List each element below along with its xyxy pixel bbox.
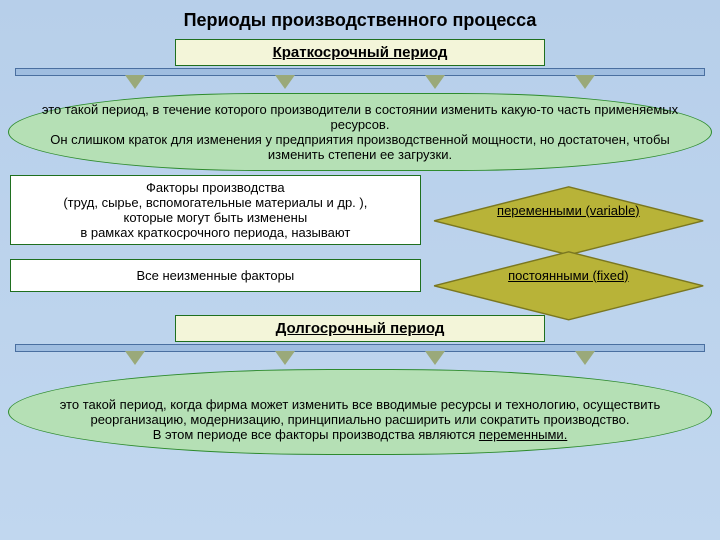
arrow-down-icon — [425, 75, 445, 89]
diagram-content: Периоды производственного процесса Кратк… — [0, 0, 720, 540]
factors-fixed-box: Все неизменные факторы — [10, 259, 421, 292]
arrow-down-icon — [275, 351, 295, 365]
diamond-fixed: постоянными (fixed) — [427, 249, 710, 301]
long-term-description: это такой период, когда фирма может изме… — [8, 369, 712, 455]
diamond-variable: переменными (variable) — [427, 184, 710, 236]
arrow-down-icon — [575, 351, 595, 365]
diamond-variable-label: переменными (variable) — [497, 203, 640, 218]
variable-row: Факторы производства (труд, сырье, вспом… — [0, 175, 720, 245]
diamond-fixed-label: постоянными (fixed) — [508, 268, 628, 283]
arrow-down-icon — [275, 75, 295, 89]
arrow-down-icon — [425, 351, 445, 365]
long-bubble-underlined: переменными. — [479, 427, 567, 442]
arrow-down-icon — [575, 75, 595, 89]
fixed-row: Все неизменные факторы постоянными (fixe… — [0, 249, 720, 301]
diamond-shape — [427, 249, 710, 323]
page-title: Периоды производственного процесса — [0, 0, 720, 31]
arrow-down-icon — [125, 75, 145, 89]
short-term-description: это такой период, в течение которого про… — [8, 93, 712, 171]
factors-variable-box: Факторы производства (труд, сырье, вспом… — [10, 175, 421, 245]
short-arrows — [0, 75, 720, 89]
long-bubble-text: это такой период, когда фирма может изме… — [60, 397, 661, 442]
diamond-shape — [427, 184, 710, 258]
arrow-down-icon — [125, 351, 145, 365]
long-arrows — [0, 351, 720, 365]
short-term-header: Краткосрочный период — [175, 39, 545, 66]
